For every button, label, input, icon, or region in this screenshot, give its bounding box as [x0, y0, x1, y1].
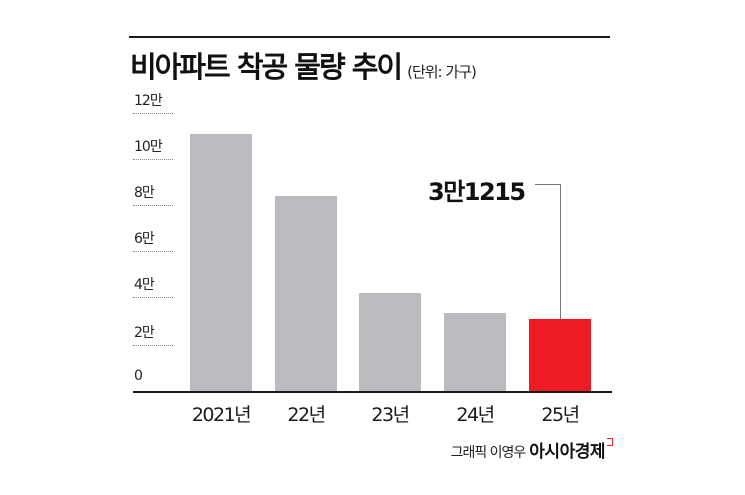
y-tick-line — [133, 251, 173, 252]
top-rule — [129, 36, 610, 38]
y-tick-20000: 2만 — [134, 325, 155, 341]
y-tick-100000: 10만 — [134, 139, 163, 155]
y-tick-line — [133, 345, 173, 346]
x-label-2025: 25년 — [541, 404, 580, 426]
y-tick-80000: 8만 — [134, 185, 155, 201]
brand-logo-text: 아시아경제 — [529, 442, 605, 462]
callout-connector-vertical — [560, 184, 561, 319]
x-label-2024: 24년 — [456, 404, 495, 426]
y-tick-line — [133, 205, 173, 206]
y-tick-120000: 12만 — [134, 93, 163, 109]
chart-title-text: 비아파트 착공 물량 추이 — [130, 50, 403, 84]
bar-2022 — [275, 196, 337, 391]
graphic-byline: 그래픽 이영우 — [450, 445, 527, 461]
bar-2024 — [444, 313, 506, 391]
y-tick-60000: 6만 — [134, 231, 155, 247]
x-axis-baseline — [133, 391, 612, 393]
brand-mark-icon — [607, 438, 613, 446]
callout-connector-horizontal — [535, 184, 560, 185]
unit-label: (단위: 가구) — [407, 63, 477, 81]
x-label-2023: 23년 — [371, 404, 410, 426]
bar-2021 — [190, 134, 252, 391]
y-tick-line — [133, 297, 173, 298]
y-tick-0: 0 — [134, 368, 143, 384]
chart-title: 비아파트 착공 물량 추이 (단위: 가구) — [130, 44, 477, 86]
credit: 그래픽 이영우 아시아경제 — [451, 437, 613, 462]
y-tick-line — [133, 113, 173, 114]
value-callout-2025: 3만1215 — [428, 178, 526, 206]
x-label-2022: 22년 — [287, 404, 326, 426]
bar-2023 — [359, 293, 421, 391]
x-label-2021: 2021년 — [191, 404, 252, 426]
y-tick-line — [133, 159, 173, 160]
y-tick-40000: 4만 — [134, 277, 155, 293]
bar-2025 — [529, 319, 591, 391]
